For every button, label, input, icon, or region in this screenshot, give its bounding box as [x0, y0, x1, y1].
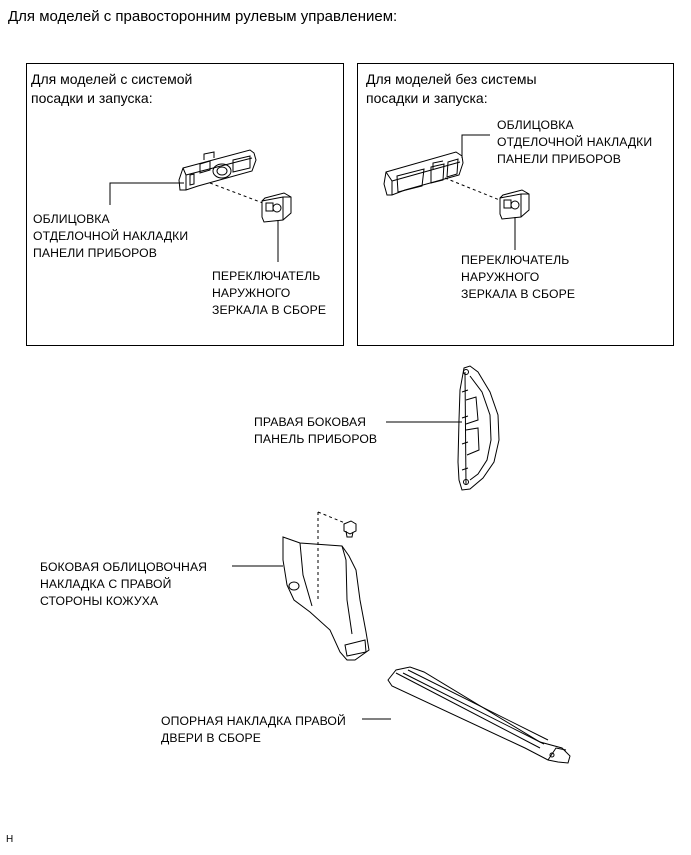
- box-left-title: Для моделей с системой посадки и запуска…: [31, 71, 193, 106]
- label-mirror-switch-right: ПЕРЕКЛЮЧАТЕЛЬ НАРУЖНОГО ЗЕРКАЛА В СБОРЕ: [461, 253, 576, 301]
- label-instrument-side-panel: ПРАВАЯ БОКОВАЯ ПАНЕЛЬ ПРИБОРОВ: [254, 415, 378, 446]
- label-finish-panel-trim-left: ОБЛИЦОВКА ОТДЕЛОЧНОЙ НАКЛАДКИ ПАНЕЛИ ПРИ…: [33, 212, 189, 260]
- alignment-line-left: [209, 182, 269, 206]
- finish-panel-trim-drawing-right: [383, 151, 464, 196]
- alignment-line-right: [444, 177, 503, 202]
- label-mirror-switch-left: ПЕРЕКЛЮЧАТЕЛЬ НАРУЖНОГО ЗЕРКАЛА В СБОРЕ: [212, 269, 327, 317]
- mirror-switch-drawing-left: [261, 192, 292, 223]
- label-finish-panel-trim-right: ОБЛИЦОВКА ОТДЕЛОЧНОЙ НАКЛАДКИ ПАНЕЛИ ПРИ…: [497, 118, 653, 166]
- mirror-switch-drawing-right: [499, 189, 530, 220]
- page-heading: Для моделей с правосторонним рулевым упр…: [8, 8, 398, 25]
- label-door-scuff-plate: ОПОРНАЯ НАКЛАДКА ПРАВОЙ ДВЕРИ В СБОРЕ: [161, 714, 346, 745]
- instrument-side-panel-drawing: [457, 365, 500, 491]
- clip-drawing: [343, 520, 357, 538]
- variant-box-with-smart-entry: [26, 63, 344, 346]
- variant-box-without-smart-entry: [357, 63, 674, 346]
- finish-panel-trim-drawing-left: [178, 149, 257, 191]
- label-cowl-side-trim: БОКОВАЯ ОБЛИЦОВОЧНАЯ НАКЛАДКА С ПРАВОЙ С…: [40, 560, 208, 608]
- box-right-title: Для моделей без системы посадки и запуск…: [366, 71, 537, 106]
- cowl-side-trim-drawing: [282, 511, 370, 661]
- door-scuff-plate-drawing: [387, 666, 571, 764]
- figure-code: H: [6, 834, 14, 845]
